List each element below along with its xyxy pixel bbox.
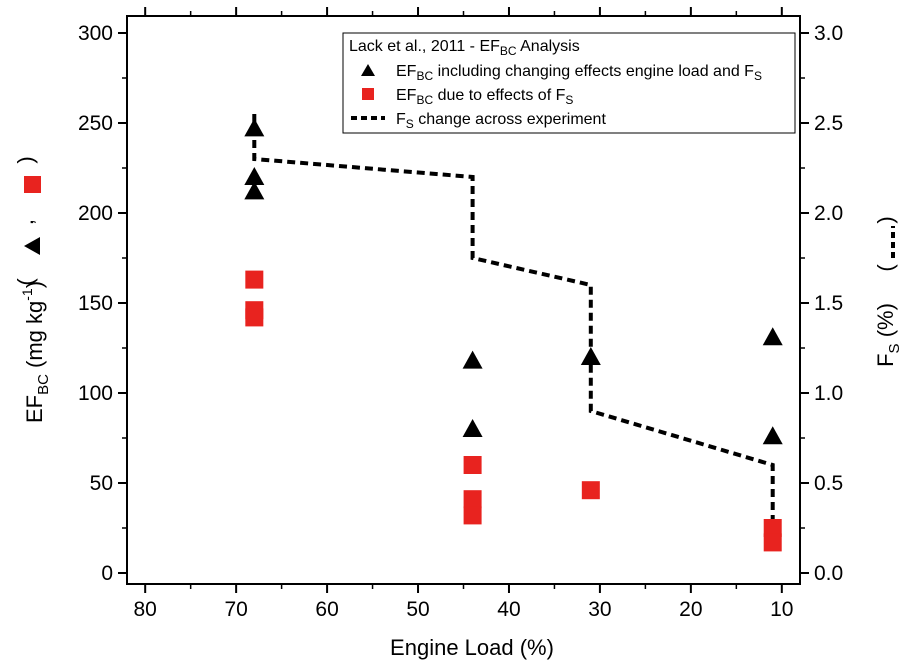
x-tick-labels: 80 70 60 50 40 30 20 10 — [134, 598, 794, 621]
y-right-tick-label: 0.5 — [814, 472, 843, 495]
y-left-tick-label: 200 — [78, 202, 113, 225]
data-point-triangle — [244, 118, 265, 137]
data-point-triangle — [462, 350, 483, 369]
y-left-tick-labels: 0 50 100 150 200 250 300 — [78, 22, 113, 585]
data-point-square — [463, 456, 482, 474]
y-left-triangle-mark — [24, 237, 40, 255]
y-left-axis-title: EFBC (mg kg-1) — [19, 281, 52, 423]
y-right-tick-label: 1.5 — [814, 292, 843, 315]
y-left-tick-label: 300 — [78, 22, 113, 45]
y-right-tick-label: 2.5 — [814, 112, 843, 135]
fs-step-line — [252, 114, 775, 537]
svg-text:FS (%): FS (%) — [873, 303, 903, 367]
svg-text:(: ( — [873, 264, 898, 272]
y-left-axis-marks: ) , ( — [13, 156, 41, 286]
y-left-tick-label: 150 — [78, 292, 113, 315]
data-point-square — [581, 481, 600, 500]
svg-text:(: ( — [13, 278, 38, 286]
y-left-tick-label: 250 — [78, 112, 113, 135]
y-right-tick-label: 2.0 — [814, 202, 843, 225]
axis-ticks — [118, 7, 809, 593]
data-point-square — [763, 519, 782, 537]
legend-title: Lack et al., 2011 - EFBC Analysis — [349, 38, 580, 58]
legend-box — [342, 32, 796, 134]
y-right-tick-labels: 0.0 0.5 1.0 1.5 2.0 2.5 3.0 — [814, 22, 843, 585]
data-point-square — [245, 308, 264, 327]
legend-entry-3: FS change across experiment — [396, 111, 606, 131]
data-point-square — [463, 506, 482, 525]
data-point-triangle — [762, 327, 783, 346]
y-right-axis-title: FS (%) — [873, 303, 903, 367]
y-left-tick-label: 50 — [90, 472, 113, 495]
x-tick-label: 50 — [406, 598, 429, 621]
x-tick-label: 70 — [224, 598, 247, 621]
x-tick-label: 80 — [134, 598, 157, 621]
data-point-triangle — [244, 167, 265, 185]
x-tick-label: 20 — [679, 598, 702, 621]
x-axis-title: Engine Load (%) — [390, 635, 554, 660]
data-point-triangle — [462, 419, 483, 437]
data-point-square — [463, 490, 482, 509]
series-red-squares — [245, 270, 782, 552]
y-right-axis-marks: ( ) — [873, 216, 898, 271]
series-fs-line — [252, 114, 775, 537]
x-tick-label: 40 — [497, 598, 520, 621]
data-point-triangle — [762, 426, 783, 445]
legend-entry-1: EFBC including changing effects engine l… — [396, 63, 762, 83]
y-left-tick-label: 0 — [101, 562, 113, 585]
legend-triangle-icon — [361, 64, 375, 76]
data-point-square — [245, 270, 264, 289]
x-tick-label: 60 — [315, 598, 338, 621]
data-point-triangle — [244, 181, 265, 200]
legend-square-icon — [362, 88, 374, 100]
legend-entry-2: EFBC due to effects of FS — [396, 87, 573, 107]
svg-text:): ) — [13, 156, 38, 163]
y-right-tick-label: 1.0 — [814, 382, 843, 405]
x-tick-label: 10 — [770, 598, 793, 621]
y-right-tick-label: 0.0 — [814, 562, 843, 585]
svg-text:,: , — [13, 219, 38, 225]
y-left-tick-label: 100 — [78, 382, 113, 405]
svg-text:): ) — [873, 216, 898, 223]
legend: Lack et al., 2011 - EFBC Analysis EFBC i… — [342, 32, 796, 134]
y-left-square-mark — [24, 176, 41, 193]
series-black-triangles — [244, 118, 783, 445]
svg-text:EFBC (mg kg-1): EFBC (mg kg-1) — [19, 281, 52, 423]
x-tick-label: 30 — [588, 598, 611, 621]
data-point-square — [763, 533, 782, 552]
data-point-triangle — [580, 347, 601, 365]
y-right-tick-label: 3.0 — [814, 22, 843, 45]
